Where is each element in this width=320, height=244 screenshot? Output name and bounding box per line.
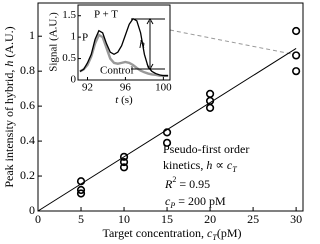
data-point bbox=[292, 26, 301, 36]
x-axis-label-part: c bbox=[207, 226, 213, 240]
data-point bbox=[119, 163, 129, 172]
inset-x-axis-label-part: (s) bbox=[118, 94, 133, 106]
inset-plot: 0 0.5 1 1.5 92 96 100 t (s) Signal (A.U.) P + T Co… bbox=[48, 9, 173, 106]
annotation: cP = 200 pM bbox=[165, 194, 226, 211]
y-tick-label: 1 bbox=[29, 28, 35, 42]
inset-line bbox=[79, 17, 169, 77]
x-tick-label: 0 bbox=[35, 212, 41, 226]
pointer-line bbox=[169, 29, 293, 55]
y-axis-label-part: Peak intensity of hybrid, bbox=[2, 67, 16, 188]
inset-x-axis-label: t (s) bbox=[115, 94, 133, 106]
data-point bbox=[119, 157, 129, 167]
x-axis-label-part: T bbox=[212, 233, 217, 242]
series-label: P + T bbox=[94, 9, 118, 21]
h-arrowhead bbox=[146, 18, 154, 70]
inset-line bbox=[79, 33, 169, 77]
annotation-part: kinetics, bbox=[163, 158, 206, 172]
inset-y-tick-label: 1 bbox=[71, 31, 77, 43]
x-tick-label: 5 bbox=[78, 212, 84, 226]
inset-x-tick-label: 92 bbox=[82, 82, 93, 94]
data-point bbox=[205, 103, 215, 112]
y-axis-label-part: h bbox=[2, 61, 16, 67]
annotation-part: c bbox=[227, 158, 233, 172]
x-axis-label-part: Target concentration, bbox=[102, 226, 207, 240]
annotation: R2 = 0.95 bbox=[164, 175, 210, 190]
peak-label: P bbox=[82, 32, 88, 44]
y-axis-label: Peak intensity of hybrid, h (A.U.) bbox=[2, 26, 16, 187]
series-label: Control bbox=[100, 65, 134, 77]
annotation-part: h bbox=[206, 158, 212, 172]
main-frame bbox=[37, 2, 304, 212]
inset-y-axis-label: Signal (A.U.) bbox=[48, 12, 60, 72]
x-axis-label: Target concentration, cT(pM) bbox=[102, 226, 241, 243]
h-label: h bbox=[139, 37, 145, 51]
annotation: Pseudo-first order bbox=[163, 142, 249, 156]
y-tick-label: 0.2 bbox=[20, 168, 35, 182]
data-point bbox=[292, 67, 301, 76]
annotation: kinetics, h ∝ cT bbox=[163, 158, 237, 175]
y-tick-label: 0.8 bbox=[20, 63, 35, 77]
x-tick-label: 20 bbox=[204, 212, 216, 226]
inset-y-tick-label: 0.5 bbox=[62, 52, 76, 64]
data-point bbox=[162, 138, 172, 147]
annotation-part: 2 bbox=[172, 175, 176, 184]
data-point bbox=[292, 51, 301, 60]
annotation-part: P bbox=[169, 201, 175, 210]
annotation-part: T bbox=[232, 165, 237, 174]
data-point bbox=[76, 189, 86, 198]
y-tick-label: 0.4 bbox=[20, 133, 35, 147]
x-tick-label: 25 bbox=[247, 212, 259, 226]
x-axis-label-part: (pM) bbox=[217, 226, 242, 240]
annotation-part: ∝ bbox=[212, 158, 227, 172]
annotation-part: = 0.95 bbox=[176, 177, 210, 191]
annotation-part: R bbox=[164, 177, 173, 191]
x-tick-label: 30 bbox=[290, 212, 302, 226]
inset-x-tick-label: 100 bbox=[155, 82, 172, 94]
inset-y-tick-label: 0 bbox=[71, 74, 77, 86]
fit-line bbox=[37, 48, 297, 212]
data-point bbox=[119, 152, 129, 161]
x-tick-label: 15 bbox=[161, 212, 173, 226]
annotation-part: c bbox=[165, 194, 171, 208]
data-point bbox=[205, 89, 215, 98]
y-axis-label-part: (A.U.) bbox=[2, 26, 16, 60]
inset-x-axis-label-part: t bbox=[115, 94, 119, 106]
annotation-part: = 200 pM bbox=[175, 194, 226, 208]
x-tick-label: 10 bbox=[118, 212, 130, 226]
data-point bbox=[76, 185, 86, 195]
y-tick-label: 0.6 bbox=[20, 98, 35, 112]
inset-y-tick-label: 1.5 bbox=[62, 9, 76, 21]
inset-x-tick-label: 96 bbox=[120, 82, 132, 94]
y-tick-label: 0 bbox=[29, 203, 35, 217]
inset-frame bbox=[77, 4, 171, 81]
